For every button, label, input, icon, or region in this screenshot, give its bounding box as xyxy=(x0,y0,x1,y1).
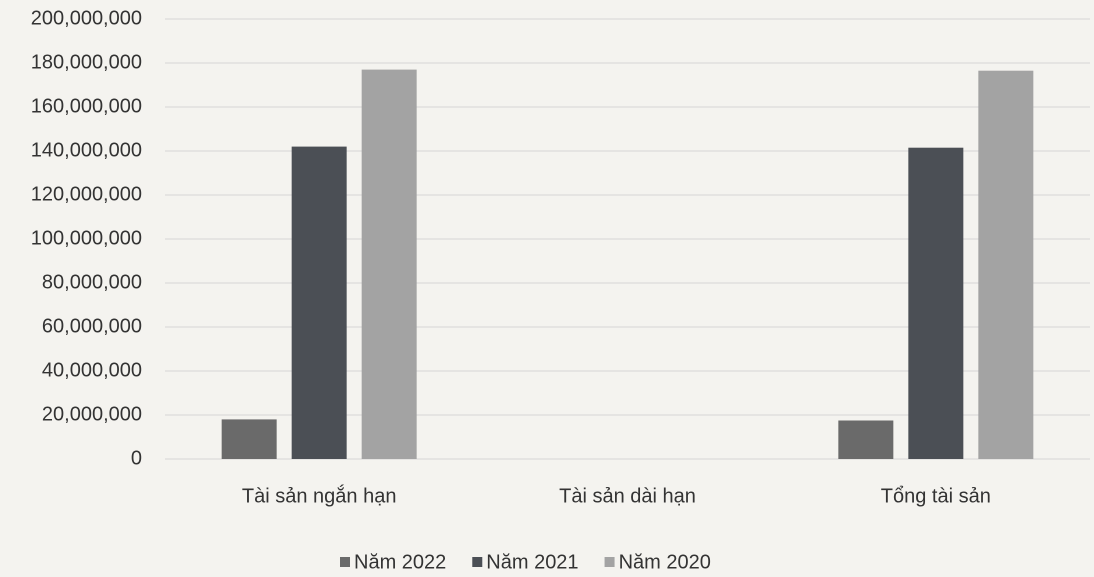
x-tick-label: Tài sản dài hạn xyxy=(559,485,696,507)
bar xyxy=(221,419,277,459)
y-tick-label: 80,000,000 xyxy=(42,271,142,293)
y-tick-label: 40,000,000 xyxy=(42,359,142,381)
bar xyxy=(838,420,894,459)
y-tick-label: 160,000,000 xyxy=(31,95,142,117)
y-tick-label: 180,000,000 xyxy=(31,51,142,73)
x-tick-label: Tài sản ngắn hạn xyxy=(242,484,397,507)
y-tick-label: 100,000,000 xyxy=(31,227,142,249)
y-tick-label: 0 xyxy=(131,447,142,469)
legend-swatch xyxy=(604,557,615,567)
y-tick-label: 140,000,000 xyxy=(31,139,142,161)
y-tick-label: 60,000,000 xyxy=(42,315,142,337)
y-tick-label: 200,000,000 xyxy=(31,7,142,29)
legend-swatch xyxy=(472,557,483,567)
x-tick-label: Tổng tài sản xyxy=(881,485,991,507)
y-tick-label: 120,000,000 xyxy=(31,183,142,205)
y-tick-label: 20,000,000 xyxy=(42,403,142,425)
bar xyxy=(291,146,347,459)
bar xyxy=(361,69,417,459)
legend-swatch xyxy=(340,557,350,567)
legend-label: Năm 2021 xyxy=(486,551,578,573)
legend-label: Năm 2022 xyxy=(354,551,446,573)
bar xyxy=(978,70,1034,459)
legend-label: Năm 2020 xyxy=(619,551,711,573)
bar xyxy=(908,147,964,459)
